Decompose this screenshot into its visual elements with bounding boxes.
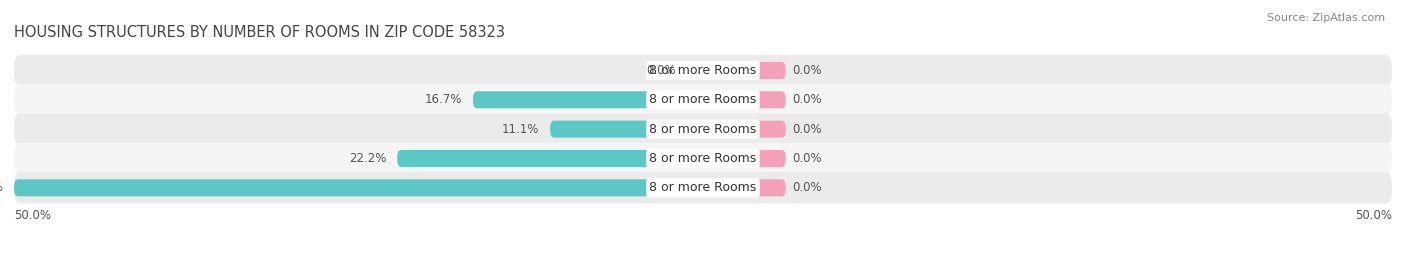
FancyBboxPatch shape (14, 55, 1392, 86)
Text: 8 or more Rooms: 8 or more Rooms (650, 181, 756, 194)
Text: 50.0%: 50.0% (0, 181, 3, 194)
Text: 8 or more Rooms: 8 or more Rooms (650, 64, 756, 77)
Text: HOUSING STRUCTURES BY NUMBER OF ROOMS IN ZIP CODE 58323: HOUSING STRUCTURES BY NUMBER OF ROOMS IN… (14, 25, 505, 40)
FancyBboxPatch shape (14, 179, 703, 196)
Text: 0.0%: 0.0% (793, 93, 823, 106)
FancyBboxPatch shape (14, 84, 1392, 115)
Text: 0.0%: 0.0% (793, 64, 823, 77)
Text: 8 or more Rooms: 8 or more Rooms (650, 93, 756, 106)
FancyBboxPatch shape (550, 121, 703, 138)
Text: 0.0%: 0.0% (645, 64, 675, 77)
Text: Source: ZipAtlas.com: Source: ZipAtlas.com (1267, 13, 1385, 23)
Text: 0.0%: 0.0% (793, 123, 823, 136)
Text: 22.2%: 22.2% (349, 152, 387, 165)
FancyBboxPatch shape (703, 121, 786, 138)
FancyBboxPatch shape (682, 62, 703, 79)
FancyBboxPatch shape (14, 172, 1392, 203)
FancyBboxPatch shape (703, 179, 786, 196)
FancyBboxPatch shape (472, 91, 703, 108)
FancyBboxPatch shape (396, 150, 703, 167)
Text: 50.0%: 50.0% (1355, 209, 1392, 222)
Text: 0.0%: 0.0% (793, 181, 823, 194)
Text: 50.0%: 50.0% (14, 209, 51, 222)
Text: 16.7%: 16.7% (425, 93, 461, 106)
FancyBboxPatch shape (14, 143, 1392, 174)
Text: 8 or more Rooms: 8 or more Rooms (650, 152, 756, 165)
Text: 11.1%: 11.1% (502, 123, 538, 136)
Text: 8 or more Rooms: 8 or more Rooms (650, 123, 756, 136)
FancyBboxPatch shape (703, 91, 786, 108)
Legend: Owner-occupied, Renter-occupied: Owner-occupied, Renter-occupied (568, 264, 838, 269)
Text: 0.0%: 0.0% (793, 152, 823, 165)
FancyBboxPatch shape (14, 114, 1392, 145)
FancyBboxPatch shape (703, 62, 786, 79)
FancyBboxPatch shape (703, 150, 786, 167)
